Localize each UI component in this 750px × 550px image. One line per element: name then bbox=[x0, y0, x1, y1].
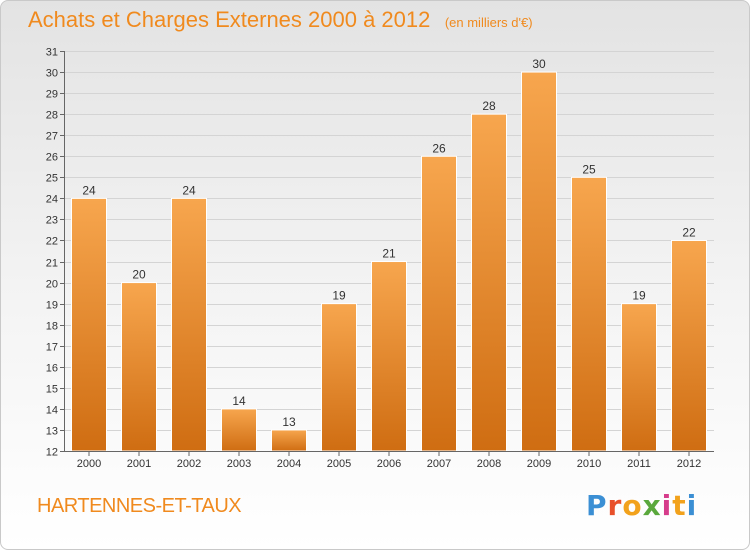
data-label: 28 bbox=[482, 99, 496, 113]
proxiti-logo[interactable]: Proxiti bbox=[586, 489, 697, 522]
y-tick-label: 17 bbox=[46, 342, 58, 354]
data-label: 14 bbox=[232, 394, 246, 408]
y-tick-label: 13 bbox=[46, 426, 58, 438]
y-tick-label: 18 bbox=[46, 321, 58, 333]
y-tick-label: 20 bbox=[46, 279, 58, 291]
x-tick-label: 2010 bbox=[577, 458, 601, 470]
logo-letter: o bbox=[622, 489, 643, 522]
town-name: HARTENNES-ET-TAUX bbox=[37, 495, 242, 517]
bars: 24 20 24 14 13 19 21 26 28 30 25 19 22 bbox=[71, 57, 707, 452]
y-tick-label: 19 bbox=[46, 300, 58, 312]
bar bbox=[271, 429, 307, 452]
bar bbox=[621, 303, 657, 452]
data-label: 19 bbox=[632, 289, 646, 303]
y-tick-label: 12 bbox=[46, 447, 58, 459]
bar bbox=[121, 282, 157, 452]
data-label: 24 bbox=[82, 183, 96, 197]
logo-letter: x bbox=[642, 489, 662, 522]
x-tick-label: 2005 bbox=[327, 458, 351, 470]
data-label: 21 bbox=[382, 247, 396, 261]
y-tick-label: 27 bbox=[46, 131, 58, 143]
x-tick-label: 2007 bbox=[427, 458, 451, 470]
y-tick-label: 31 bbox=[46, 47, 58, 59]
y-tick-label: 22 bbox=[46, 236, 58, 248]
x-tick-label: 2004 bbox=[277, 458, 301, 470]
data-label: 26 bbox=[432, 141, 446, 155]
x-tick-label: 2009 bbox=[527, 458, 551, 470]
x-tick-label: 2003 bbox=[227, 458, 251, 470]
x-tick-label: 2000 bbox=[77, 458, 101, 470]
bar bbox=[471, 113, 507, 452]
x-tick-label: 2001 bbox=[127, 458, 151, 470]
y-tick-label: 30 bbox=[46, 68, 58, 80]
y-tick-label: 16 bbox=[46, 363, 58, 375]
data-label: 22 bbox=[682, 225, 696, 239]
y-tick-label: 23 bbox=[46, 215, 58, 227]
bar bbox=[71, 197, 107, 452]
x-tick-label: 2002 bbox=[177, 458, 201, 470]
y-tick-label: 29 bbox=[46, 89, 58, 101]
y-tick-label: 21 bbox=[46, 258, 58, 270]
chart-subtitle: (en milliers d'€) bbox=[444, 15, 533, 30]
y-tick-label: 28 bbox=[46, 110, 58, 122]
bar bbox=[221, 408, 257, 452]
chart-title: Achats et Charges Externes 2000 à 2012 bbox=[28, 7, 431, 32]
y-tick-label: 15 bbox=[46, 384, 58, 396]
bar bbox=[371, 261, 407, 452]
x-tick-label: 2011 bbox=[627, 458, 651, 470]
bar bbox=[321, 303, 357, 452]
bar bbox=[521, 71, 557, 452]
bar bbox=[171, 197, 207, 452]
data-label: 13 bbox=[282, 415, 296, 429]
y-tick-label: 25 bbox=[46, 173, 58, 185]
axes: 12 13 14 15 16 17 18 19 20 21 22 23 24 25 26 27 28 29 30 31… bbox=[46, 47, 714, 470]
bar bbox=[671, 239, 707, 452]
data-label: 30 bbox=[532, 57, 546, 71]
data-label: 25 bbox=[582, 162, 596, 176]
data-label: 19 bbox=[332, 289, 346, 303]
x-tick-label: 2008 bbox=[477, 458, 501, 470]
logo-letter: r bbox=[607, 489, 623, 522]
y-tick-label: 26 bbox=[46, 152, 58, 164]
bar bbox=[421, 155, 457, 452]
x-tick-label: 2006 bbox=[377, 458, 401, 470]
logo-letter: t bbox=[672, 489, 687, 522]
logo-letter: i bbox=[661, 489, 673, 522]
x-tick-label: 2012 bbox=[677, 458, 701, 470]
y-tick-label: 24 bbox=[46, 194, 58, 206]
title-row: Achats et Charges Externes 2000 à 2012 (… bbox=[28, 7, 533, 33]
y-tick-label: 14 bbox=[46, 405, 58, 417]
bar bbox=[571, 176, 607, 452]
logo-letter: i bbox=[686, 489, 698, 522]
logo-letter: P bbox=[586, 489, 608, 522]
data-label: 20 bbox=[132, 268, 146, 282]
data-label: 24 bbox=[182, 183, 196, 197]
